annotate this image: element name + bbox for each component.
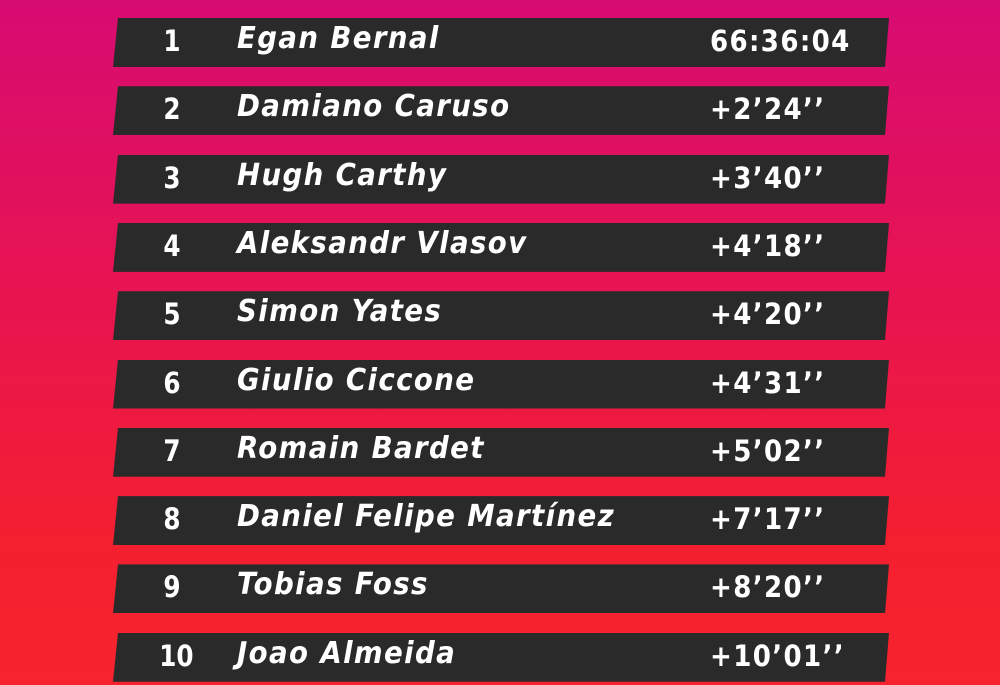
time-gap: 66:36:04 [710, 24, 851, 58]
position: 6 [163, 365, 181, 400]
rider-name: Daniel Felipe Martínez [237, 499, 616, 535]
standings-row: 2 Damiano Caruso +2’24’’ [113, 86, 889, 135]
standings-row: 3 Hugh Carthy +3’40’’ [113, 155, 889, 204]
time-gap: +3’40’’ [710, 160, 826, 195]
standings-row: 7 Romain Bardet +5’02’’ [113, 428, 889, 477]
time-gap: +2’24’’ [710, 92, 826, 127]
rider-name: Romain Bardet [237, 430, 485, 466]
time-gap: +4’31’’ [710, 365, 826, 400]
rider-name: Aleksandr Vlasov [237, 225, 528, 261]
standings-row: 4 Aleksandr Vlasov +4’18’’ [113, 223, 889, 272]
time-gap: +7’17’’ [710, 502, 826, 537]
time-gap: +5’02’’ [710, 433, 826, 468]
rider-name: Joao Almeida [237, 635, 457, 671]
position: 1 [163, 24, 181, 58]
time-gap: +4’20’’ [710, 297, 826, 332]
rider-name: Giulio Ciccone [237, 362, 476, 398]
position: 7 [163, 433, 181, 468]
time-gap: +10’01’’ [710, 638, 846, 673]
standings-row: 5 Simon Yates +4’20’’ [113, 291, 889, 340]
standings-row: 9 Tobias Foss +8’20’’ [113, 564, 889, 613]
rider-name: Damiano Caruso [237, 89, 511, 125]
position: 4 [163, 228, 181, 263]
time-gap: +4’18’’ [710, 228, 826, 263]
position: 8 [163, 502, 181, 537]
rider-name: Simon Yates [237, 294, 443, 330]
position: 9 [163, 570, 181, 605]
position: 10 [159, 638, 194, 673]
rider-name: Tobias Foss [237, 567, 429, 603]
rider-name: Hugh Carthy [237, 157, 448, 193]
standings-row: 1 Egan Bernal 66:36:04 [113, 18, 889, 67]
position: 2 [163, 92, 181, 127]
rider-name: Egan Bernal [237, 21, 440, 56]
standings-row: 8 Daniel Felipe Martínez +7’17’’ [113, 496, 889, 545]
position: 3 [163, 160, 181, 195]
time-gap: +8’20’’ [710, 570, 826, 605]
position: 5 [163, 297, 181, 332]
standings-row: 6 Giulio Ciccone +4’31’’ [113, 360, 889, 409]
standings-row: 10 Joao Almeida +10’01’’ [113, 633, 889, 682]
